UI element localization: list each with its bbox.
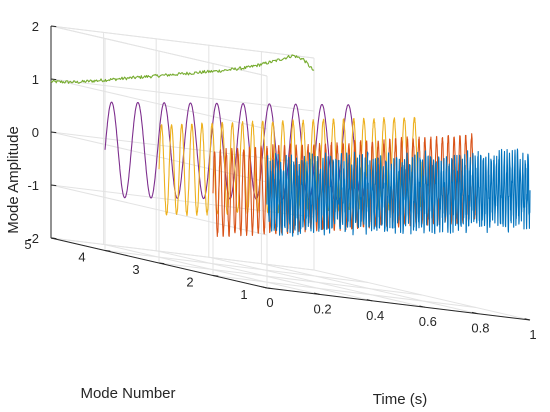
box-edge — [50, 25, 315, 59]
y-tick-label: 5 — [24, 237, 31, 252]
floor-grid-line — [158, 262, 423, 296]
y-tick-mark — [104, 250, 111, 252]
floor-grid-line — [104, 250, 369, 283]
series-line-mode-1 — [266, 148, 531, 237]
z-tick-mark — [50, 131, 57, 134]
y-tick-label: 1 — [240, 287, 247, 302]
x-axis-line — [266, 287, 531, 321]
x-tick-mark — [261, 286, 268, 289]
y-tick-mark — [158, 262, 165, 265]
y-tick-mark — [212, 275, 219, 277]
left-wall-grid-line — [50, 184, 268, 236]
z-tick-label: 0 — [32, 125, 39, 140]
box-edge — [50, 25, 268, 77]
x-tick-label: 0.8 — [471, 321, 489, 336]
z-tick-mark — [50, 184, 57, 187]
x-tick-label: 0 — [266, 295, 273, 310]
x-tick-mark — [314, 292, 320, 295]
y-tick-label: 4 — [78, 250, 85, 265]
left-wall-grid-line — [50, 78, 268, 130]
x-tick-label: 0.4 — [366, 308, 384, 323]
z-tick-mark — [50, 25, 57, 28]
tick-labels: 0 0.2 0.4 0.6 0.8 1 1 2 3 4 5-2 -1 0 1 2 — [24, 19, 536, 342]
y-axis-label: Mode Number — [80, 385, 175, 402]
series-line-mode-4 — [104, 101, 369, 201]
z-tick-label: -2 — [27, 231, 39, 246]
series-line-mode-5 — [50, 54, 315, 84]
x-tick-label: 0.6 — [419, 314, 437, 329]
x-tick-mark — [524, 318, 531, 321]
series-layer — [50, 54, 531, 238]
x-tick-label: 1 — [529, 327, 536, 342]
y-tick-label: 3 — [132, 262, 139, 277]
z-tick-mark — [50, 237, 57, 240]
z-tick-mark — [50, 78, 57, 81]
z-tick-label: 1 — [32, 72, 39, 87]
x-axis-label: Time (s) — [373, 391, 427, 408]
floor-grid-line — [212, 275, 477, 308]
back-wall-grid-line — [50, 78, 315, 112]
axis-layer — [50, 25, 531, 321]
back-wall-grid-line — [50, 184, 315, 218]
x-tick-mark — [471, 311, 478, 315]
back-wall-grid-line — [50, 237, 315, 271]
x-tick-label: 0.2 — [314, 301, 332, 316]
z-axis-label: Mode Amplitude — [5, 126, 22, 234]
z-tick-label: -1 — [27, 178, 39, 193]
y-tick-label: 2 — [186, 275, 193, 290]
x-tick-mark — [419, 305, 425, 308]
x-tick-mark — [366, 299, 373, 302]
y-tick-mark — [266, 287, 273, 290]
z-tick-label: 2 — [32, 19, 39, 34]
